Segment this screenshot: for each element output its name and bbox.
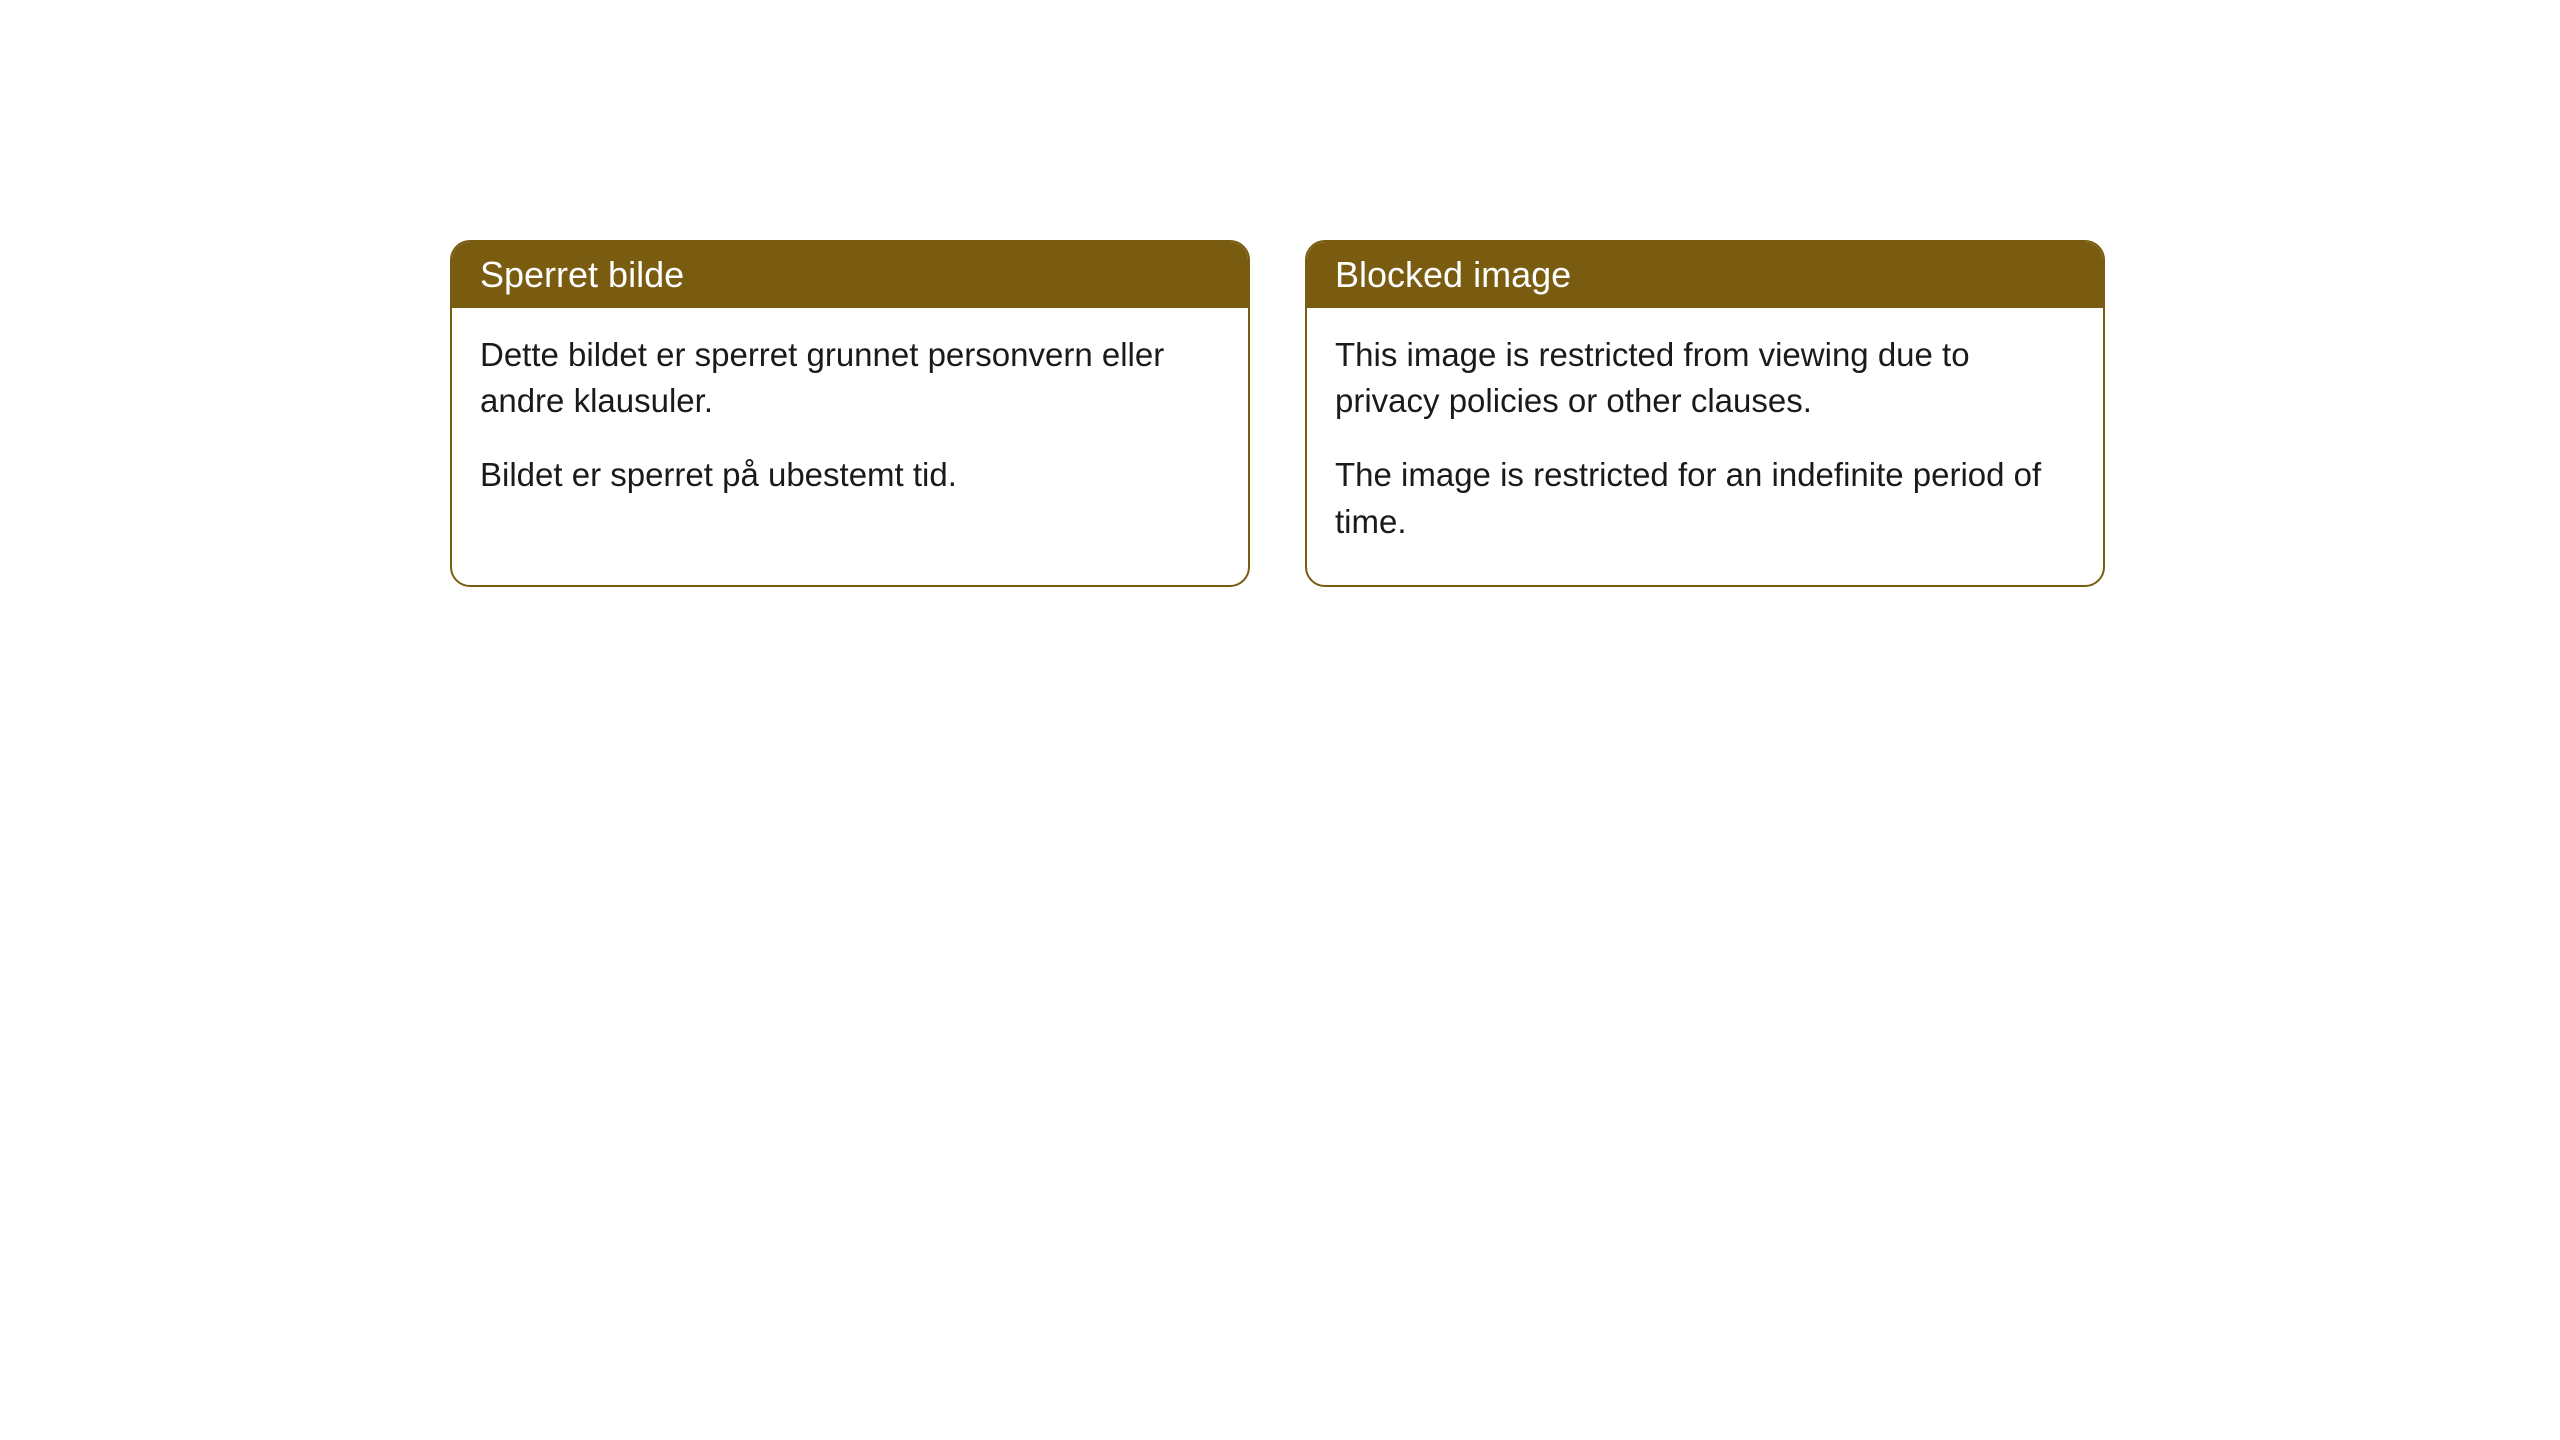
card-header: Blocked image [1307, 242, 2103, 308]
notice-card-norwegian: Sperret bilde Dette bildet er sperret gr… [450, 240, 1250, 587]
card-body: Dette bildet er sperret grunnet personve… [452, 308, 1248, 539]
notice-card-english: Blocked image This image is restricted f… [1305, 240, 2105, 587]
card-paragraph: Dette bildet er sperret grunnet personve… [480, 332, 1220, 424]
card-title: Blocked image [1335, 254, 1571, 295]
card-header: Sperret bilde [452, 242, 1248, 308]
card-paragraph: Bildet er sperret på ubestemt tid. [480, 452, 1220, 498]
card-body: This image is restricted from viewing du… [1307, 308, 2103, 585]
card-paragraph: The image is restricted for an indefinit… [1335, 452, 2075, 544]
card-title: Sperret bilde [480, 254, 684, 295]
notice-cards-container: Sperret bilde Dette bildet er sperret gr… [450, 240, 2560, 587]
card-paragraph: This image is restricted from viewing du… [1335, 332, 2075, 424]
